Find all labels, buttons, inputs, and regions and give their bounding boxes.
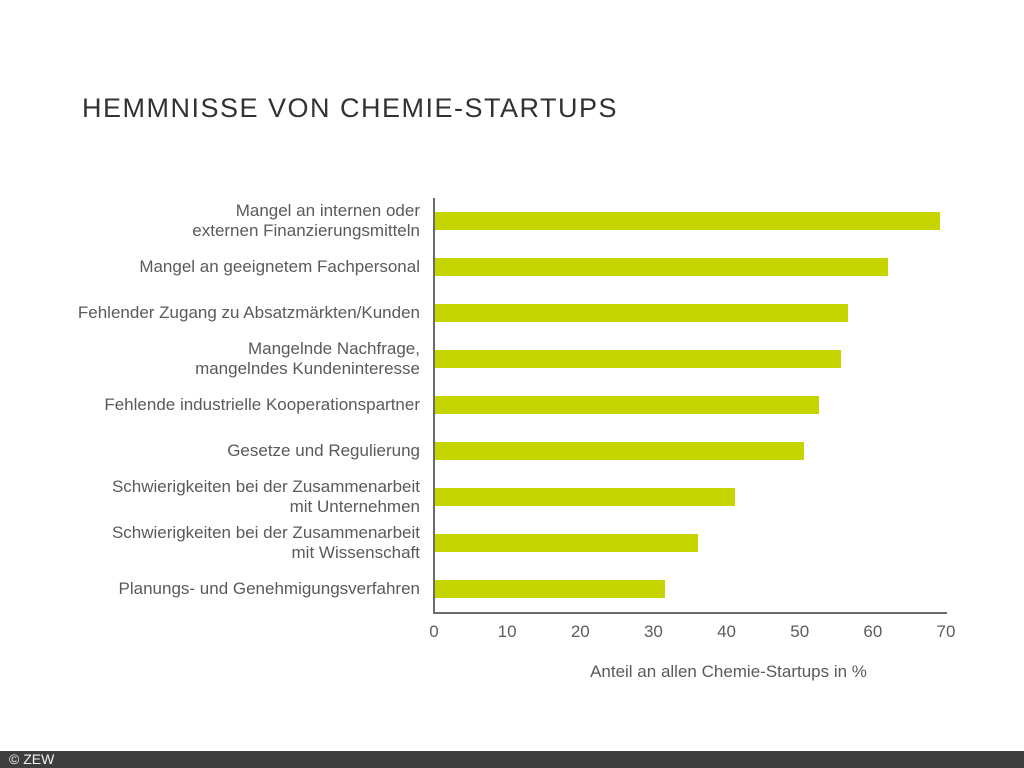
bar-row: Schwierigkeiten bei der Zusammenarbeit mi… [0,474,947,520]
bar [435,258,889,276]
bar-track [435,350,947,368]
bar-track [435,212,947,230]
category-label: Mangel an geeignetem Fachpersonal [139,257,420,276]
bar-track [435,488,947,506]
bar [435,304,849,322]
x-tick-label: 20 [570,622,590,641]
y-axis-line [433,198,435,614]
category-label: Planungs- und Genehmigungsverfahren [118,579,420,598]
bar-row: Schwierigkeiten bei der Zusammenarbeit mi… [0,520,947,566]
bar [435,442,805,460]
bar-row: Mangelnde Nachfrage, mangelndes Kundenint… [0,336,947,382]
x-tick-label: 10 [497,622,517,641]
category-label: Mangelnde Nachfrage, mangelndes Kundenint… [195,339,420,378]
bar [435,396,819,414]
x-tick-label: 40 [717,622,737,641]
x-tick-label: 30 [643,622,663,641]
bar-track [435,304,947,322]
bar-row: Planungs- und Genehmigungsverfahren [0,566,947,612]
bar-row: Gesetze und Regulierung [0,428,947,474]
category-label: Mangel an internen oder externen Finanzie… [192,201,420,240]
bar-track [435,534,947,552]
chart-title: HEMMNISSE VON CHEMIE-STARTUPS [82,93,619,123]
bar-track [435,442,947,460]
x-tick-label: 50 [790,622,810,641]
x-tick-label: 60 [863,622,883,641]
bar-row: Fehlende industrielle Kooperationspartne… [0,382,947,428]
bar [435,212,940,230]
category-label: Gesetze und Regulierung [227,441,420,460]
x-tick-label: 0 [429,622,439,641]
zew-copyright: © ZEW [9,751,55,767]
bar [435,580,666,598]
bar [435,488,735,506]
bar-row: Mangel an geeignetem Fachpersonal [0,244,947,290]
x-axis-line [433,612,947,614]
category-label: Fehlende industrielle Kooperationspartne… [104,395,420,414]
bar-rows: Mangel an internen oder externen Finanzie… [0,198,947,612]
bar-track [435,580,947,598]
bar-track [435,258,947,276]
bar [435,534,699,552]
bar-row: Mangel an internen oder externen Finanzie… [0,198,947,244]
category-label: Schwierigkeiten bei der Zusammenarbeit mi… [111,523,420,562]
bar [435,350,841,368]
x-axis-label: Anteil an allen Chemie-Startups in % [590,662,867,681]
category-label: Fehlender Zugang zu Absatzmärkten/Kunden [77,303,420,322]
x-tick-label: 70 [936,622,956,641]
bar-track [435,396,947,414]
x-axis-ticks: 0 10 20 30 40 50 60 70 [429,622,955,644]
bar-row: Fehlender Zugang zu Absatzmärkten/Kunden [0,290,947,336]
footer-bar: © ZEW [0,751,1024,768]
category-label: Schwierigkeiten bei der Zusammenarbeit mi… [111,477,420,516]
